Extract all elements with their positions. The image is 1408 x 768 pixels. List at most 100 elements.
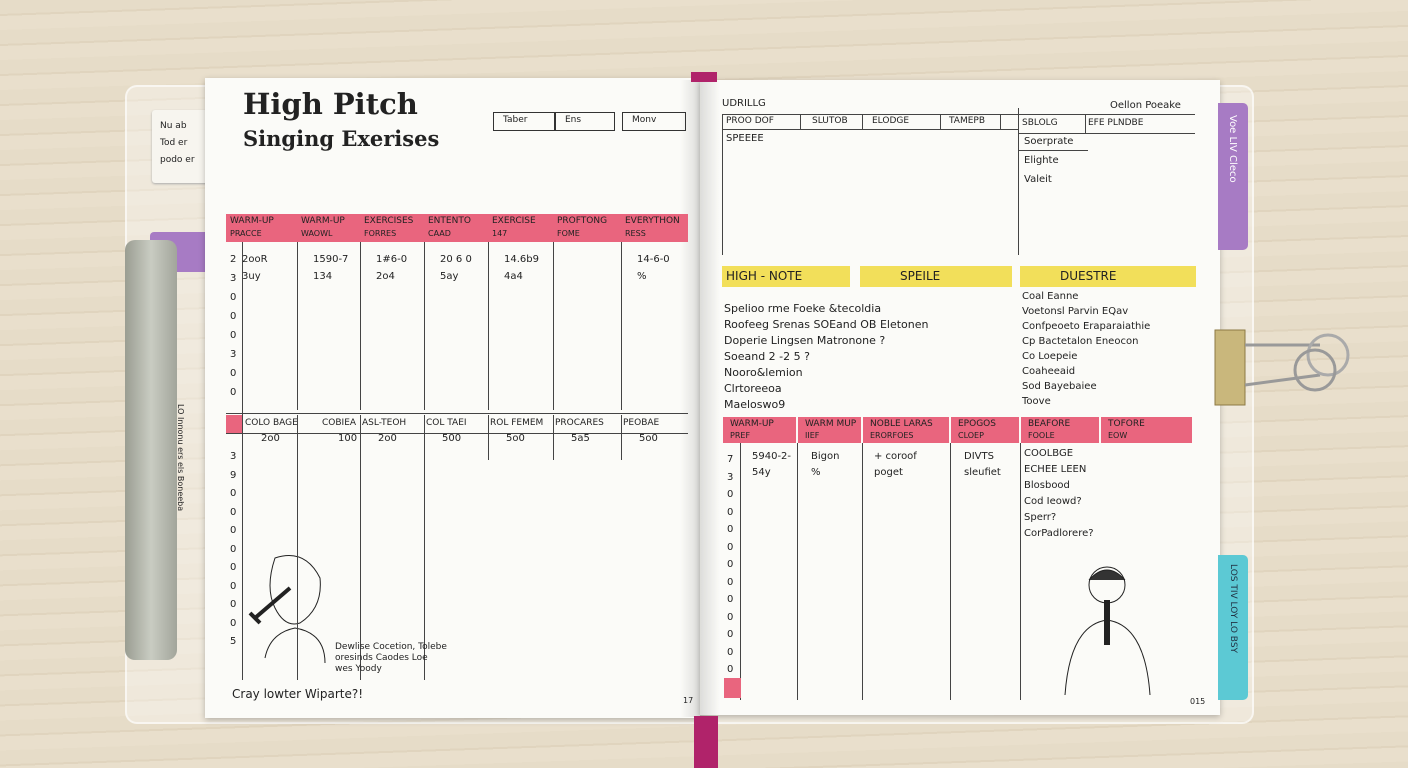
column-header: WAOWL (301, 229, 333, 238)
note: Coal Eanne (1022, 291, 1079, 302)
column-header: WARM-UP (730, 419, 774, 429)
rule (488, 415, 489, 460)
rule (621, 242, 622, 410)
row-number: 0 (727, 541, 734, 553)
table-header (1101, 417, 1192, 443)
column-header: IIEF (805, 431, 820, 440)
note: Maeloswo9 (724, 398, 786, 411)
note: Co Loepeie (1022, 351, 1078, 362)
row-number: 0 (727, 559, 734, 570)
row-number: 0 (230, 599, 237, 610)
column-header: CAAD (428, 229, 451, 238)
note: Coaheeaid (1022, 366, 1076, 377)
column-header: PRACCE (230, 229, 262, 238)
sketch-head (269, 555, 321, 625)
column-header: 147 (492, 229, 508, 238)
page-number: 015 (1190, 697, 1206, 706)
row-number: 9 (230, 469, 237, 481)
rule (950, 443, 951, 700)
table-header (226, 214, 688, 242)
cell: 54y (752, 467, 771, 478)
rule (940, 114, 941, 129)
column-header: WARM-UP (230, 216, 274, 226)
row-number: 5 (230, 636, 237, 647)
column-header: COBIEA (322, 418, 357, 428)
highlight (724, 678, 741, 698)
column-header: ROL FEMEM (490, 418, 544, 428)
rule (360, 415, 361, 680)
row-number: 3 (230, 349, 237, 360)
cell: Cod Ieowd? (1024, 496, 1082, 507)
pen-label: LO Innonu ers els Boneeba (176, 404, 185, 512)
row-number: 0 (230, 562, 237, 573)
table-header (951, 417, 1019, 443)
cell: 2ooR (242, 254, 268, 265)
column-header: RESS (625, 229, 646, 238)
cell: Sperr? (1024, 512, 1057, 523)
cell: ECHEE LEEN (1024, 464, 1087, 475)
rule (488, 242, 489, 410)
cell: 1590-7 (313, 254, 349, 265)
rule (297, 242, 298, 410)
cell: CorPadlorere? (1024, 528, 1094, 539)
row-number: 0 (230, 292, 237, 303)
column-header: TOFORE (1108, 419, 1145, 429)
sketch-singer (248, 555, 326, 664)
column-header: SBLOLG (1022, 118, 1058, 128)
row-number: 3 (727, 471, 734, 483)
cell: + coroof (874, 451, 917, 462)
row-number: 0 (230, 488, 237, 499)
column-header: FOME (557, 229, 580, 238)
header-box-label: Taber (503, 115, 528, 125)
tab-bottom (1218, 555, 1248, 700)
cell: 4a4 (504, 271, 523, 282)
column-header: EPOGOS (958, 419, 996, 429)
rule (1020, 443, 1021, 700)
column-header: COL TAEI (426, 418, 467, 428)
row-number: 0 (727, 489, 734, 500)
cell: 14-6-0 (637, 254, 670, 265)
note: Clrtoreeoa (724, 382, 782, 395)
cell: % (811, 467, 821, 478)
cell: Bigon (811, 451, 840, 462)
row-number: 0 (230, 543, 237, 555)
note: Roofeeg Srenas SOEand OB Eletonen (724, 318, 929, 331)
rule (553, 242, 554, 410)
sketch-person (1064, 566, 1151, 696)
note: Sod Bayebaiee (1022, 381, 1097, 392)
cell: Valeit (1024, 174, 1052, 185)
caption: wes Yoody (335, 664, 382, 674)
section-label: HIGH - NOTE (726, 269, 803, 283)
column-header: WARM-UP (301, 216, 345, 226)
right-page (700, 80, 1220, 715)
column-header: EVERYTHON (625, 216, 680, 226)
cell: 5o0 (639, 433, 658, 444)
cell: 1#6-0 (376, 254, 408, 265)
pen (125, 240, 177, 660)
row-number: 0 (230, 506, 237, 518)
row-number: 2 (230, 254, 237, 265)
highlight (1020, 266, 1196, 287)
ribbon-top (691, 72, 717, 82)
column-header: EFE PLNDBE (1088, 118, 1144, 128)
rule (722, 129, 1018, 130)
sketch-hair (1088, 569, 1126, 581)
column-header: ENTENTO (428, 216, 471, 226)
table-header (226, 415, 242, 433)
rule (242, 242, 243, 680)
header-box (555, 112, 615, 131)
column-header: TAMEPB (949, 116, 986, 126)
cell: 2o0 (378, 433, 397, 444)
sticky-note (152, 110, 208, 183)
cell: 20 6 0 (440, 254, 472, 265)
table-header (1021, 417, 1099, 443)
row-number: 0 (727, 524, 734, 535)
column-header: ASL-TEOH (362, 418, 407, 428)
row-number: 0 (727, 629, 734, 640)
column-header: FOOLE (1028, 431, 1055, 440)
note: Spelioo rme Foeke &tecoldia (724, 302, 882, 315)
rule (553, 415, 554, 460)
rule (297, 415, 298, 680)
cell: 2o4 (376, 271, 395, 282)
